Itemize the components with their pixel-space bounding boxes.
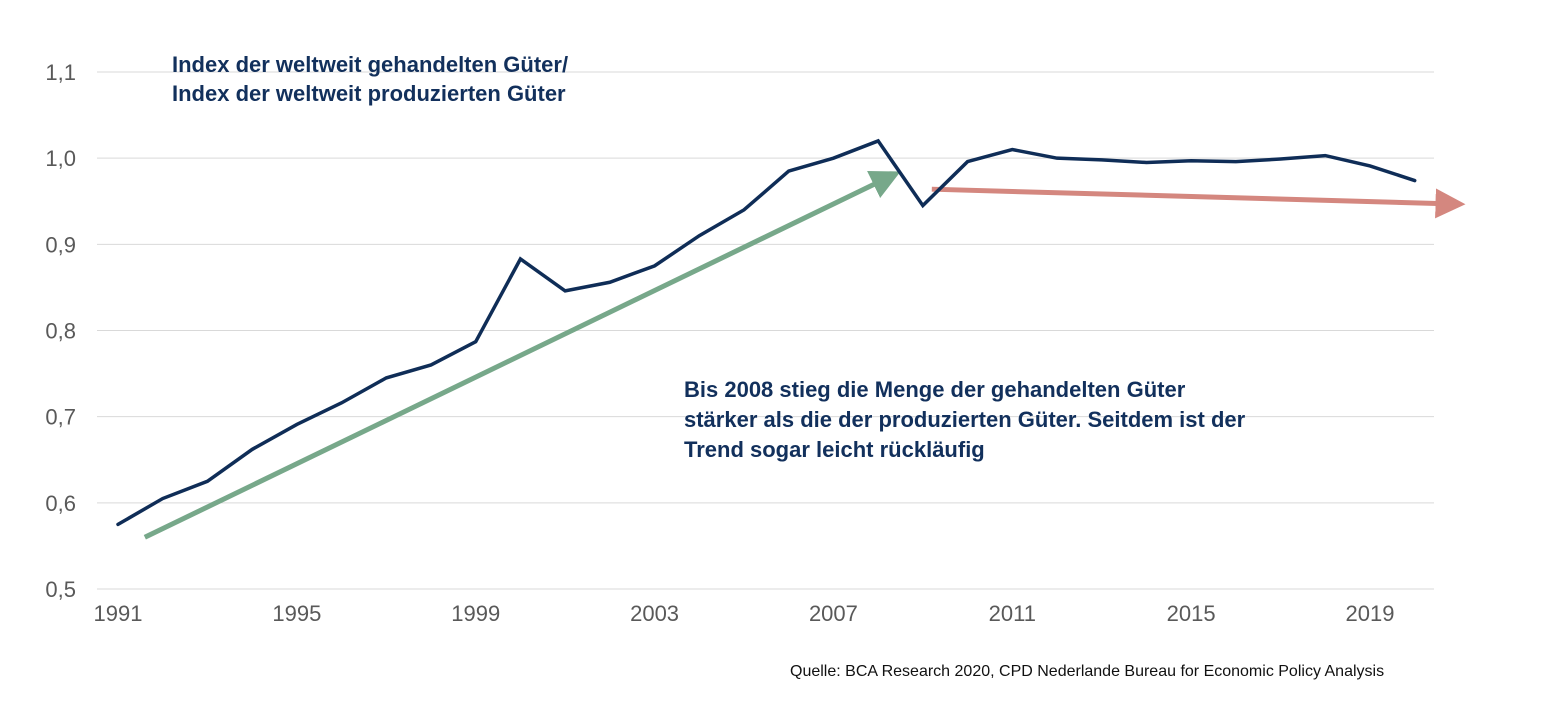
y-tick-label: 0,7 bbox=[45, 405, 76, 430]
x-tick-label: 1999 bbox=[451, 601, 500, 626]
trend-arrows bbox=[143, 171, 1466, 540]
annotation-line-2: stärker als die der produzierten Güter. … bbox=[684, 407, 1246, 432]
source-note: Quelle: BCA Research 2020, CPD Nederland… bbox=[790, 663, 1385, 680]
x-tick-label: 2011 bbox=[989, 601, 1036, 626]
y-tick-label: 0,6 bbox=[45, 491, 76, 516]
series-line bbox=[116, 138, 1417, 527]
y-tick-label: 0,8 bbox=[45, 319, 76, 344]
y-axis: 0,5 0,6 0,7 0,8 0,9 1,0 1,1 bbox=[45, 60, 76, 602]
x-tick-label: 1991 bbox=[94, 601, 143, 626]
chart-title-line-1: Index der weltweit gehandelten Güter/ bbox=[172, 52, 569, 77]
gridlines bbox=[97, 71, 1434, 590]
x-tick-label: 2003 bbox=[630, 601, 679, 626]
x-tick-label: 2019 bbox=[1346, 601, 1395, 626]
trend-annotation: Bis 2008 stieg die Menge der gehandelten… bbox=[684, 375, 1245, 465]
series-group bbox=[116, 138, 1417, 527]
annotation-line-3: Trend sogar leicht rückläufig bbox=[684, 437, 985, 462]
x-tick-label: 2007 bbox=[809, 601, 858, 626]
annotation-line-1: Bis 2008 stieg die Menge der gehandelten… bbox=[684, 377, 1186, 402]
x-tick-label: 2015 bbox=[1167, 601, 1216, 626]
y-tick-label: 1,0 bbox=[45, 146, 76, 171]
declining-trend-arrow bbox=[931, 186, 1466, 219]
y-tick-label: 0,9 bbox=[45, 232, 76, 257]
y-tick-label: 1,1 bbox=[45, 60, 76, 85]
x-axis: 1991 1995 1999 2003 2007 2011 2015 2019 bbox=[94, 601, 1395, 626]
rising-trend-arrow bbox=[143, 171, 901, 540]
chart-title-line-2: Index der weltweit produzierten Güter bbox=[172, 81, 566, 106]
chart-title: Index der weltweit gehandelten Güter/ In… bbox=[172, 50, 568, 108]
x-tick-label: 1995 bbox=[272, 601, 321, 626]
y-tick-label: 0,5 bbox=[45, 577, 76, 602]
